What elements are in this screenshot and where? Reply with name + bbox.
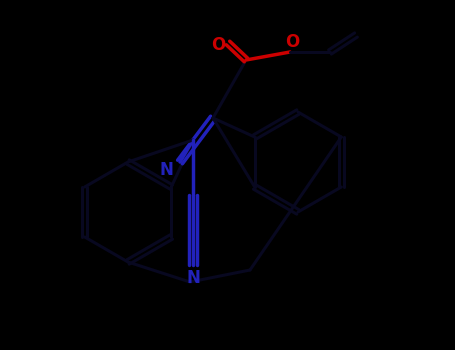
Text: N: N — [159, 161, 173, 179]
Text: N: N — [186, 269, 200, 287]
Text: O: O — [211, 36, 225, 54]
Text: O: O — [285, 33, 299, 51]
